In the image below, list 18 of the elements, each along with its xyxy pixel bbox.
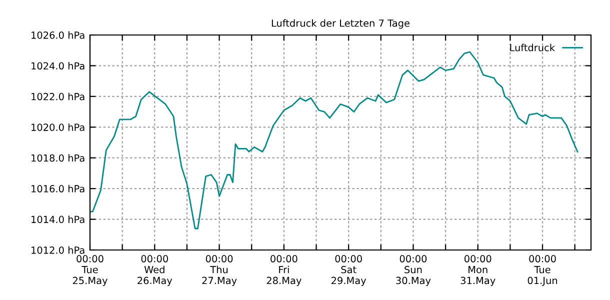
x-tick-label: 00:00 Sun 30.May <box>396 255 431 286</box>
x-tick-label: 00:00 Fri 28.May <box>266 255 302 286</box>
y-tick-label: 1024.0 hPa <box>32 62 84 70</box>
y-tick-label: 1018.0 hPa <box>32 154 84 162</box>
y-tick-label: 1014.0 hPa <box>32 216 84 224</box>
chart-title: Luftdruck der Letzten 7 Tage <box>272 19 410 29</box>
x-tick-label: 00:00 Tue 25.May <box>72 255 108 286</box>
y-tick-label: 1012.0 hPa <box>32 246 84 254</box>
y-tick-label: 1026.0 hPa <box>32 31 84 39</box>
y-tick-label: 1020.0 hPa <box>32 123 84 131</box>
y-tick-label: 1022.0 hPa <box>32 92 84 100</box>
y-tick-label: 1016.0 hPa <box>32 184 84 192</box>
x-tick-label: 00:00 Thu 27.May <box>202 255 237 286</box>
x-tick-label: 00:00 Mon 31.May <box>460 255 496 286</box>
x-tick-label: 00:00 Sat 29.May <box>332 255 366 286</box>
legend-label: Luftdruck <box>510 44 555 52</box>
x-tick-label: 00:00 Tue 01.Jun <box>528 255 558 286</box>
x-tick-label: 00:00 Wed 26.May <box>138 255 172 286</box>
